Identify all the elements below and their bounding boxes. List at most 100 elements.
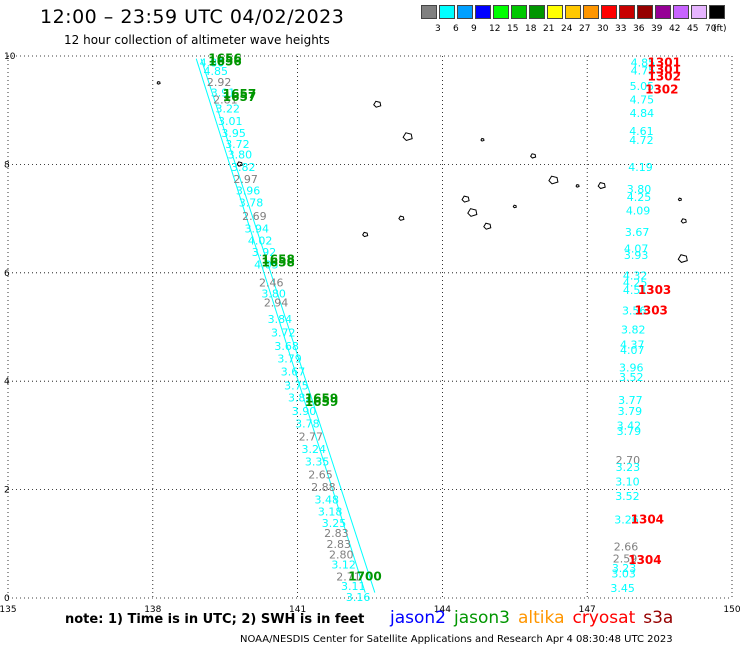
satellite-legend-item: jason3	[454, 608, 510, 628]
wave-height-value: 4.86	[200, 57, 225, 70]
island-outline	[402, 132, 413, 142]
legend-swatch	[583, 5, 599, 19]
island-outline	[236, 161, 243, 167]
legend-swatch	[475, 5, 491, 19]
legend-label: 33	[615, 24, 627, 34]
legend-swatch	[691, 5, 707, 19]
island-outline	[156, 81, 161, 85]
legend-swatch	[565, 5, 581, 19]
wave-height-value: 3.72	[271, 326, 296, 339]
island-outline	[677, 197, 682, 202]
legend-label: 6	[453, 24, 459, 34]
pass-time-label: 1304	[628, 553, 661, 567]
legend-swatch	[619, 5, 635, 19]
pass-time-label: 1658	[261, 256, 294, 270]
wave-height-value: 3.80	[228, 149, 253, 162]
wave-height-value: 3.68	[274, 340, 299, 353]
pass-time-labels: 1656165616571657165816581659165917001301…	[208, 52, 681, 584]
wave-height-value: 3.10	[615, 475, 640, 488]
legend-label: 30	[597, 24, 609, 34]
legend-label: 24	[561, 24, 573, 34]
legend-swatch	[601, 5, 617, 19]
wave-height-value: 4.84	[630, 107, 655, 120]
map-grid	[7, 55, 733, 599]
wave-height-value: 3.11	[341, 580, 366, 593]
legend-swatch	[673, 5, 689, 19]
wave-height-value: 3.77	[618, 394, 643, 407]
island-outline	[548, 175, 559, 185]
wave-height-value: 2.83	[324, 527, 349, 540]
wave-height-value: 3.24	[301, 443, 326, 456]
wave-height-value: 3.72	[225, 138, 250, 151]
satellite-legend: jason2 jason3 altika cryosat s3a	[390, 608, 681, 628]
island-outline	[597, 182, 606, 190]
legend-swatch	[511, 5, 527, 19]
wave-height-value: 3.67	[625, 226, 650, 239]
island-outline	[467, 208, 478, 217]
satellite-legend-item: jason2	[390, 608, 446, 628]
pass-time-label: 1657	[223, 90, 256, 104]
pass-time-label: 1304	[631, 512, 664, 526]
wave-height-value: 3.82	[621, 324, 646, 337]
wave-height-value: 3.75	[284, 380, 309, 393]
legend-label: 12	[489, 24, 501, 34]
wave-height-value: 4.02	[248, 234, 272, 247]
wave-height-value: 3.16	[346, 591, 371, 604]
legend-label: 18	[525, 24, 537, 34]
legend-swatch	[493, 5, 509, 19]
island-outline	[398, 215, 405, 221]
wave-height-value: 2.97	[233, 173, 258, 186]
island-outline	[512, 204, 517, 209]
legend-label: 21	[543, 24, 555, 34]
wave-height-value: 4.61	[629, 125, 654, 138]
lon-tick-label: 150	[723, 605, 740, 615]
lat-tick-label: 8	[4, 160, 10, 170]
wave-height-value: 3.79	[277, 352, 302, 365]
wave-height-value: 3.23	[612, 562, 637, 575]
wave-height-value: 4.25	[627, 191, 652, 204]
island-outline	[530, 153, 537, 159]
wave-height-value: 3.96	[236, 184, 261, 197]
wave-height-value: 2.88	[311, 481, 336, 494]
wave-height-value: 4.51	[623, 284, 648, 297]
pass-time-label: 1302	[648, 70, 681, 84]
wave-height-value: 3.42	[617, 420, 642, 433]
wave-height-value: 3.92	[252, 246, 277, 259]
wave-height-value: 3.90	[292, 405, 317, 418]
legend-label: 15	[507, 24, 519, 34]
island-outline	[461, 195, 470, 203]
lat-tick-label: 10	[4, 52, 16, 62]
pass-time-label: 1301	[648, 63, 681, 77]
wave-height-value: 4.32	[623, 270, 648, 283]
legend-swatch	[637, 5, 653, 19]
wave-height-value: 3.82	[231, 161, 256, 174]
lat-tick-label: 6	[4, 269, 10, 279]
pass-time-label: 1303	[638, 283, 671, 297]
wave-height-value: 3.45	[610, 582, 635, 595]
legend-label: 27	[579, 24, 591, 34]
wave-height-value: 2.70	[616, 454, 641, 467]
island-outline	[480, 137, 485, 142]
wave-height-value: 3.23	[616, 461, 641, 474]
wave-height-value: 3.01	[218, 115, 243, 128]
wave-height-value: 3.94	[245, 222, 269, 235]
wave-height-value: 3.12	[331, 558, 356, 571]
wave-height-value: 3.96	[619, 362, 644, 375]
wave-height-value: 3.91	[211, 86, 236, 99]
satellite-legend-item: s3a	[643, 608, 674, 628]
wave-height-value: 2.92	[207, 76, 232, 89]
pass-time-label: 1659	[305, 395, 338, 409]
pass-time-label: 1659	[305, 392, 338, 406]
wave-height-value: 4.25	[623, 277, 648, 290]
wave-height-value: 3.25	[322, 517, 347, 530]
island-outline	[680, 218, 687, 224]
lon-tick-label: 144	[434, 605, 451, 615]
legend-swatch	[529, 5, 545, 19]
legend-label: 3	[435, 24, 441, 34]
wave-height-value: 5.05	[630, 80, 655, 93]
legend-label: 39	[651, 24, 663, 34]
lat-tick-label: 2	[4, 486, 10, 496]
wave-height-value: 2.65	[308, 468, 333, 481]
legend-swatch	[655, 5, 671, 19]
lon-tick-label: 141	[289, 605, 306, 615]
